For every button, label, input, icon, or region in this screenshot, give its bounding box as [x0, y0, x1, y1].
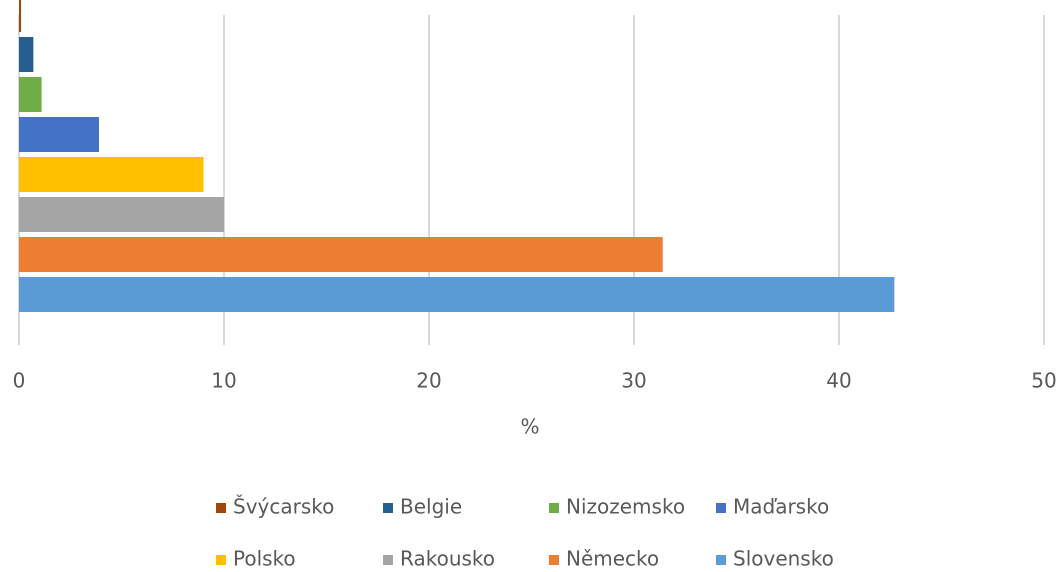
bar: [19, 277, 895, 312]
bar: [19, 117, 99, 152]
legend-swatch: [716, 555, 726, 565]
legend-label: Švýcarsko: [233, 495, 334, 519]
legend-swatch: [716, 503, 726, 513]
x-axis-label: %: [520, 415, 539, 439]
x-tick-label: 20: [416, 369, 441, 393]
legend-label: Nizozemsko: [566, 495, 685, 519]
bar: [19, 37, 34, 72]
legend-label: Belgie: [400, 495, 462, 519]
x-tick-label: 30: [621, 369, 646, 393]
legend-swatch: [216, 555, 226, 565]
x-tick-label: 50: [1031, 369, 1056, 393]
legend-label: Maďarsko: [733, 495, 829, 519]
legend-swatch: [549, 503, 559, 513]
legend-label: Polsko: [233, 547, 296, 571]
bar: [19, 237, 663, 272]
legend-swatch: [549, 555, 559, 565]
legend-swatch: [383, 503, 393, 513]
legend-label: Rakousko: [400, 547, 495, 571]
legend-swatch: [383, 555, 393, 565]
x-tick-label: 0: [13, 369, 26, 393]
legend-label: Slovensko: [733, 547, 834, 571]
bar: [19, 157, 204, 192]
legend-label: Německo: [566, 547, 659, 571]
x-tick-label: 10: [211, 369, 236, 393]
bar: [19, 0, 22, 32]
bar: [19, 197, 224, 232]
legend-swatch: [216, 503, 226, 513]
x-tick-label: 40: [826, 369, 851, 393]
bar: [19, 77, 42, 112]
